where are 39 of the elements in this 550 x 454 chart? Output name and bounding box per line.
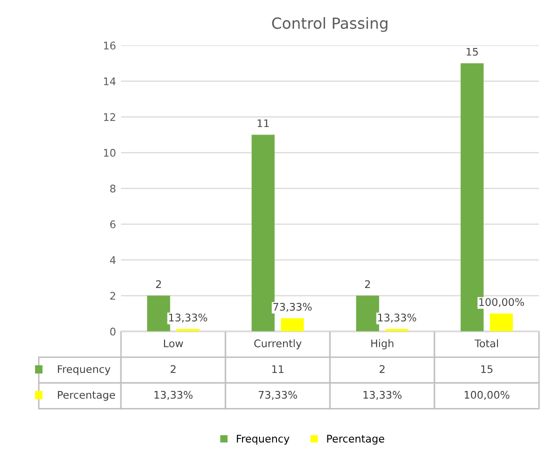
x-tick-label: Total	[474, 339, 498, 348]
data-label: 2	[380, 365, 385, 373]
bar	[490, 314, 513, 332]
bar	[280, 318, 304, 332]
text: 73,33%	[273, 302, 312, 312]
y-tick-label: 0	[110, 328, 116, 336]
data-label: 73,33%	[258, 390, 298, 400]
text: 13,33%	[378, 314, 416, 323]
bar	[356, 296, 380, 332]
data-label: 13,33%	[364, 390, 402, 400]
data-label: 100,00%	[464, 390, 510, 400]
text: 11	[258, 119, 269, 128]
x-tick-label: Currently	[254, 339, 302, 350]
y-tick-label: 2	[110, 292, 116, 300]
text: Frequency	[236, 434, 290, 445]
chart-title: Control Passing	[272, 17, 388, 32]
y-tick-label: 14	[104, 78, 116, 86]
y-tick-label: 4	[110, 256, 116, 264]
text: 13,33%	[169, 314, 208, 323]
data-label: 15	[481, 365, 492, 374]
legend-label: Percentage	[58, 391, 115, 401]
data-label: 13,33%	[154, 390, 193, 400]
y-tick-label: 12	[104, 113, 116, 121]
y-tick-label: 8	[110, 184, 116, 193]
text: Percentage	[327, 434, 384, 445]
bar	[147, 296, 170, 332]
text: 2	[365, 280, 370, 288]
x-tick-label: Low	[164, 340, 184, 348]
data-label: 11	[272, 365, 284, 373]
y-tick-label: 10	[104, 148, 116, 157]
text: 100,00%	[479, 298, 524, 308]
bar	[252, 134, 275, 332]
y-tick-label: 16	[104, 42, 116, 50]
text: 2	[156, 280, 161, 288]
text: 15	[466, 48, 478, 56]
x-tick-label: High	[371, 339, 394, 350]
legend-label: Frequency	[58, 365, 110, 376]
data-label: 2	[170, 365, 176, 373]
y-tick-label: 6	[110, 220, 116, 228]
